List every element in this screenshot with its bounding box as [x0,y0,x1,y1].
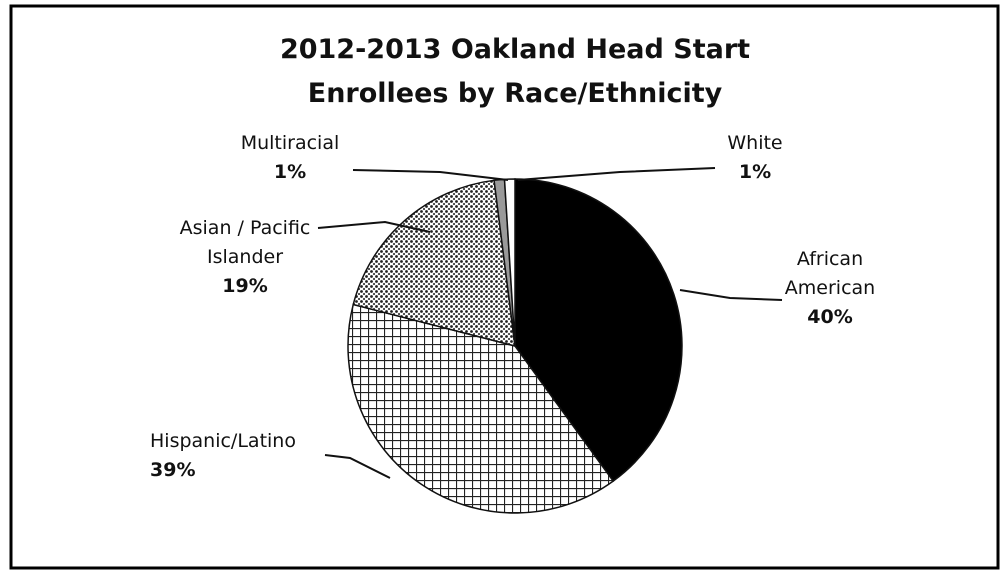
value-label: 40% [807,306,853,328]
data-label: African American 40% [770,245,890,332]
category-label: White [727,132,783,154]
data-label: Hispanic/Latino 39% [150,427,350,485]
pie [347,178,683,514]
frame [9,4,1000,570]
value-label: 19% [222,275,268,297]
chart-title: 2012-2013 Oakland Head Start Enrollees b… [279,34,751,109]
pie-slice [352,179,516,348]
value-label: 1% [273,161,307,183]
value-label: 39% [150,459,196,481]
leader-lines [317,167,783,479]
value-label: 1% [738,161,772,183]
data-label: Multiracial 1% [215,129,365,187]
pie-slice [347,303,615,514]
category-label: African American [784,248,876,299]
category-label: Hispanic/Latino [150,430,296,452]
category-label: Multiracial [240,132,340,154]
data-label: Asian / Pacific Islander 19% [150,214,340,301]
data-label: White 1% [700,129,810,187]
pie-slice [514,178,683,483]
category-label: Asian / Pacific Islander [179,217,311,268]
